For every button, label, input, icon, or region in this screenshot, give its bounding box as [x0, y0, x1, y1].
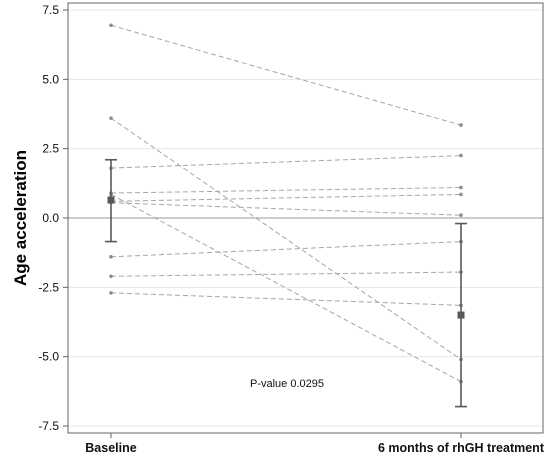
series-line [110, 117, 462, 360]
series-layer [109, 23, 463, 384]
data-point [109, 116, 113, 120]
series-line [110, 193, 462, 202]
y-axis-title: Age acceleration [11, 150, 30, 286]
series-line [110, 193, 462, 383]
data-point [459, 153, 463, 158]
y-tick-label: -7.5 [38, 419, 59, 433]
mean-marker [457, 311, 465, 319]
series-line [110, 292, 462, 306]
series-line [110, 24, 462, 126]
data-point [109, 23, 113, 28]
data-point [109, 274, 113, 279]
mean-marker [107, 196, 115, 204]
y-tick-label: 0.0 [42, 211, 59, 225]
data-point [109, 255, 113, 259]
grid-layer [68, 9, 543, 427]
ticks-layer: 7.5 5.0 2.5 0.0 -2.5 -5.0 -7.5 Baseline 6 months… [38, 3, 545, 455]
y-tick-label: -5.0 [38, 350, 59, 364]
y-tick-label: -2.5 [38, 280, 59, 294]
series-line [110, 202, 462, 216]
series-line [110, 155, 462, 169]
data-point [459, 213, 463, 218]
series-line [110, 271, 462, 277]
data-point [109, 291, 113, 295]
x-tick-label: Baseline [85, 441, 136, 455]
data-point [459, 192, 463, 197]
data-point [459, 123, 463, 127]
summary-layer [105, 158, 467, 408]
series-line [110, 186, 462, 194]
series-line [110, 241, 462, 258]
p-value-annotation: P-value 0.0295 [250, 378, 324, 390]
y-tick-label: 7.5 [42, 3, 59, 17]
data-point [459, 185, 463, 190]
y-tick-label: 5.0 [42, 72, 59, 86]
y-tick-label: 2.5 [42, 142, 59, 156]
x-tick-label: 6 months of rhGH treatment [378, 441, 545, 455]
